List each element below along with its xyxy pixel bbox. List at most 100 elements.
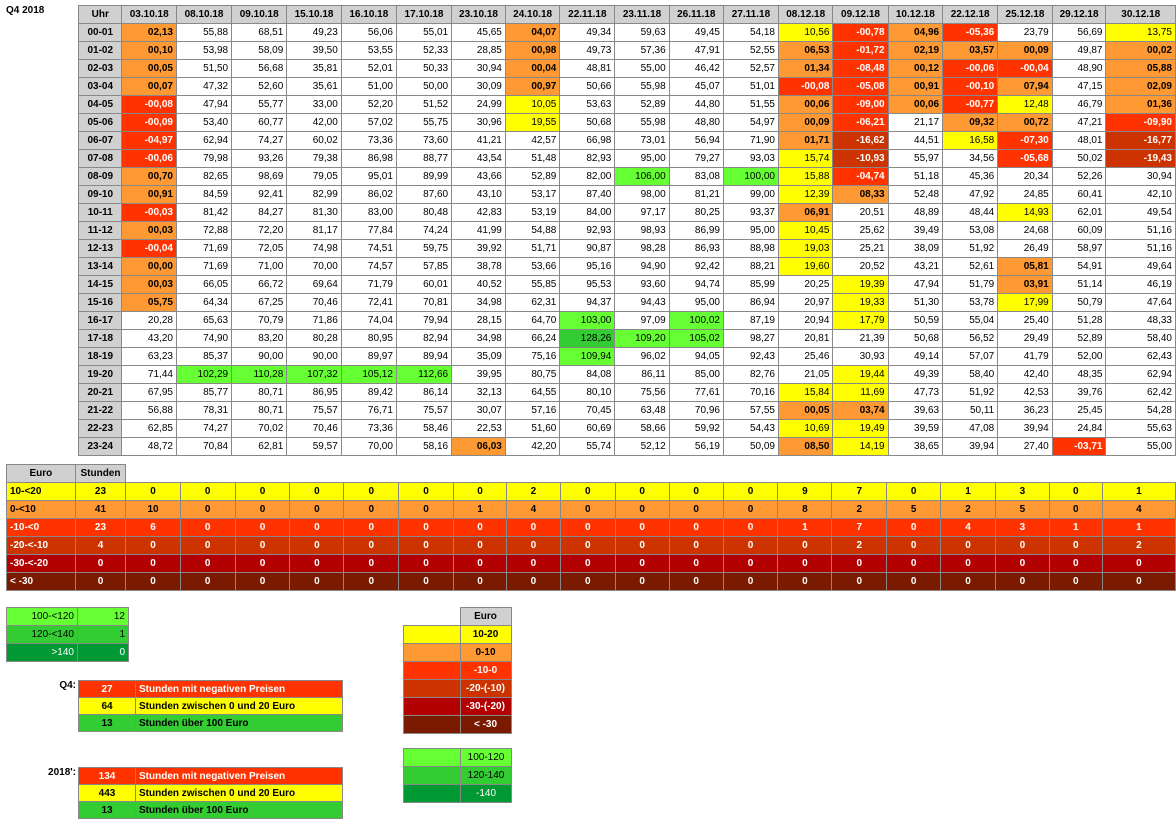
- legend-swatch: [403, 661, 461, 680]
- count-cell: 0: [831, 572, 888, 591]
- range-label: < -30: [6, 572, 76, 591]
- price-cell: 29,49: [997, 329, 1053, 348]
- price-cell: 39,94: [997, 419, 1053, 438]
- price-cell: 46,19: [1105, 275, 1176, 294]
- count-row: 0-<10 41 10 0 0 0 0 0 1 4 0 0 0 0 8 2 5 2 5 0 4: [6, 500, 1176, 519]
- count-cell: 0: [505, 518, 561, 537]
- price-cell: 71,69: [175, 257, 233, 276]
- price-cell: 80,75: [504, 365, 561, 384]
- count-cell: 2: [940, 500, 996, 519]
- price-cell: 48,44: [942, 203, 999, 222]
- price-cell: 92,41: [231, 185, 288, 204]
- price-cell: 10,45: [777, 221, 834, 240]
- legend-swatch: [403, 643, 461, 662]
- price-cell: 79,05: [286, 167, 342, 186]
- legend-high-row: -140: [403, 784, 512, 803]
- price-cell: 85,77: [175, 383, 233, 402]
- summary-row: 443 Stunden zwischen 0 und 20 Euro: [78, 784, 343, 802]
- price-cell: 70,46: [286, 293, 342, 312]
- count-cell: 0: [179, 554, 236, 573]
- price-cell: -04,74: [832, 167, 889, 186]
- price-cell: -00,08: [121, 95, 177, 114]
- price-cell: 66,05: [175, 275, 233, 294]
- count-cell: 0: [722, 482, 779, 501]
- price-cell: 109,94: [559, 347, 616, 366]
- price-cell: 83,00: [340, 203, 397, 222]
- count-cell: 0: [452, 554, 507, 573]
- price-cell: -00,04: [997, 59, 1053, 78]
- price-cell: 51,48: [504, 149, 561, 168]
- price-cell: 17,79: [832, 311, 889, 330]
- price-cell: 73,36: [340, 419, 397, 438]
- price-cell: 58,40: [942, 365, 999, 384]
- price-cell: 106,00: [614, 167, 670, 186]
- hour-label: 04-05: [77, 95, 123, 114]
- price-cell: -00,77: [942, 95, 999, 114]
- summary-count: 64: [78, 697, 136, 715]
- price-cell: 59,63: [614, 23, 670, 42]
- count-cell: 0: [614, 500, 670, 519]
- price-cell: 51,92: [942, 239, 999, 258]
- price-cell: 86,95: [286, 383, 342, 402]
- price-cell: 94,37: [559, 293, 616, 312]
- price-cell: -00,78: [832, 23, 889, 42]
- count-cell: 0: [994, 572, 1050, 591]
- price-cell: 58,16: [395, 437, 453, 456]
- price-cell: 46,42: [668, 59, 724, 78]
- range-label: -30-<-20: [6, 554, 76, 573]
- count-cell: 10: [125, 500, 181, 519]
- legend-spacer: [404, 608, 461, 626]
- price-cell: 80,71: [231, 401, 288, 420]
- price-cell: 19,55: [504, 113, 561, 132]
- count-cell: 0: [343, 554, 400, 573]
- price-cell: 45,65: [451, 23, 506, 42]
- price-cell: 54,28: [1105, 401, 1176, 420]
- price-cell: 75,57: [395, 401, 453, 420]
- hour-label: 09-10: [77, 185, 123, 204]
- price-cell: 80,48: [395, 203, 453, 222]
- price-cell: 50,68: [559, 113, 616, 132]
- price-cell: 102,29: [175, 365, 233, 384]
- count-cell: 0: [777, 572, 833, 591]
- table-row: 12-13 -00,04 71,69 72,05 74,98 74,51 59,75 39,9…: [77, 239, 1176, 258]
- price-cell: 58,40: [1105, 329, 1176, 348]
- hours-header: Stunden: [74, 464, 127, 483]
- legend-range: 120-140: [460, 766, 512, 785]
- range-total: 23: [74, 518, 127, 537]
- price-cell: 09,32: [942, 113, 999, 132]
- price-cell: 20,97: [777, 293, 834, 312]
- price-cell: 66,24: [504, 329, 561, 348]
- price-cell: 00,04: [504, 59, 561, 78]
- count-cell: 0: [722, 554, 779, 573]
- price-cell: 94,43: [614, 293, 670, 312]
- price-cell: 81,42: [175, 203, 233, 222]
- price-cell: 51,71: [504, 239, 561, 258]
- price-cell: 74,24: [395, 221, 453, 240]
- price-cell: 57,07: [942, 347, 999, 366]
- price-table: Uhr 03.10.18 08.10.18 09.10.18 15.10.18 16.10…: [77, 5, 1176, 456]
- price-cell: 15,74: [777, 149, 834, 168]
- price-cell: 05,88: [1105, 59, 1176, 78]
- price-cell: 49,64: [1105, 257, 1176, 276]
- table-row: 14-15 00,03 66,05 66,72 69,64 71,79 60,01 40,52…: [77, 275, 1176, 294]
- price-cell: 86,99: [668, 221, 724, 240]
- price-cell: 49,14: [887, 347, 944, 366]
- price-cell: 59,92: [668, 419, 724, 438]
- price-cell: 50,68: [887, 329, 944, 348]
- legend-swatch: [403, 679, 461, 698]
- count-cell: 0: [940, 554, 996, 573]
- legend-header: Euro: [459, 607, 512, 626]
- count-row: < -30 0 0 0 0 0 0 0 0 0 0 0 0 0 0 0 0 0 0 0 0: [6, 572, 1176, 591]
- price-cell: 62,01: [1051, 203, 1107, 222]
- price-cell: 50,59: [887, 311, 944, 330]
- price-cell: -19,43: [1105, 149, 1176, 168]
- price-cell: 88,77: [395, 149, 453, 168]
- count-cell: 0: [1048, 554, 1103, 573]
- price-cell: 00,07: [121, 77, 177, 96]
- price-cell: 24,68: [997, 221, 1053, 240]
- table-row: 15-16 05,75 64,34 67,25 70,46 72,41 70,81 34,98…: [77, 293, 1176, 312]
- legend-range: < -30: [459, 715, 512, 734]
- price-cell: 48,33: [1105, 311, 1176, 330]
- price-cell: 69,64: [286, 275, 342, 294]
- count-cell: 0: [722, 518, 779, 537]
